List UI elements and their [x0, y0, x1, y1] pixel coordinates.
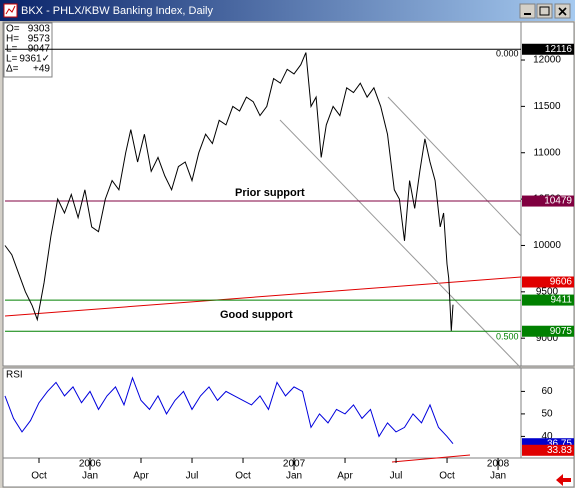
info-label: Δ= — [6, 64, 19, 75]
time-axis-panel — [2, 457, 575, 488]
title-bar — [0, 0, 575, 21]
scroll-arrow[interactable] — [556, 474, 571, 486]
channel-line-lower — [279, 119, 522, 369]
y-tick-label: 10000 — [533, 240, 561, 251]
x-tick-label: Oct — [235, 471, 251, 482]
y-tick-label: 50 — [541, 409, 553, 420]
window-title: BKX - PHLX/KBW Banking Index, Daily — [21, 5, 213, 17]
year-label: 2006 — [79, 459, 102, 470]
maximize-glyph — [539, 6, 550, 16]
fib-label: 0.500 — [496, 331, 519, 341]
info-label: L= — [6, 54, 18, 65]
x-tick-label: Jul — [390, 471, 403, 482]
x-tick-label: Jan — [490, 471, 506, 482]
price-tag — [522, 325, 574, 337]
data-line — [4, 52, 454, 331]
price-tag-label: 9411 — [550, 295, 572, 306]
x-tick-label: Jan — [286, 471, 302, 482]
x-tick-label: Jul — [186, 471, 199, 482]
support-trendline — [4, 276, 522, 317]
info-box — [3, 22, 53, 78]
price-tag — [522, 444, 574, 456]
price-tag-label: 9075 — [550, 326, 573, 337]
x-tick-label: Apr — [133, 471, 149, 482]
price-tag-label: 36.75 — [547, 438, 572, 449]
info-value: 9361✓ — [19, 54, 50, 65]
year-label: 2007 — [283, 459, 306, 470]
price-tag-label: 9606 — [550, 277, 573, 288]
price-tag-label: 12116 — [545, 44, 573, 55]
y-tick-label: 11500 — [533, 101, 561, 112]
info-label: H= — [6, 34, 19, 45]
app-icon-glyph — [5, 5, 16, 15]
data-line — [4, 376, 454, 445]
price-tag — [522, 276, 574, 288]
info-value: 9573 — [28, 34, 51, 45]
annotation: Prior support — [235, 187, 305, 199]
y-tick-label: 9500 — [536, 286, 559, 297]
price-tag — [522, 195, 574, 207]
x-tick-label: Apr — [337, 471, 353, 482]
price-panel — [2, 21, 522, 367]
price-tag-label: 33.83 — [547, 445, 572, 456]
panel-title: RSI — [6, 370, 23, 381]
price-axis-panel — [520, 21, 575, 367]
year-label: 2008 — [487, 459, 510, 470]
annotation: Good support — [220, 309, 293, 321]
info-label: O= — [6, 24, 20, 35]
fib-label: 0.000 — [496, 48, 519, 58]
x-tick-label: Oct — [31, 471, 47, 482]
rsi-panel — [2, 367, 522, 459]
y-tick-label: 12000 — [533, 55, 561, 66]
price-tag-label: 10479 — [544, 196, 572, 207]
y-tick-label: 9000 — [536, 333, 559, 344]
y-tick-label: 40 — [541, 431, 553, 442]
price-tag — [522, 438, 574, 450]
x-tick-label: Oct — [439, 471, 455, 482]
price-tag — [522, 43, 574, 55]
y-tick-label: 60 — [541, 386, 553, 397]
channel-line-upper — [387, 96, 522, 237]
price-tag — [522, 294, 574, 306]
info-value: +49 — [33, 64, 50, 75]
y-tick-label: 11000 — [533, 147, 561, 158]
rsi-trendline — [391, 454, 471, 463]
x-tick-label: Jan — [82, 471, 98, 482]
maximize-button[interactable] — [536, 3, 553, 19]
info-value: 9303 — [28, 24, 51, 35]
close-glyph — [558, 7, 567, 16]
minimize-button[interactable] — [519, 3, 536, 19]
